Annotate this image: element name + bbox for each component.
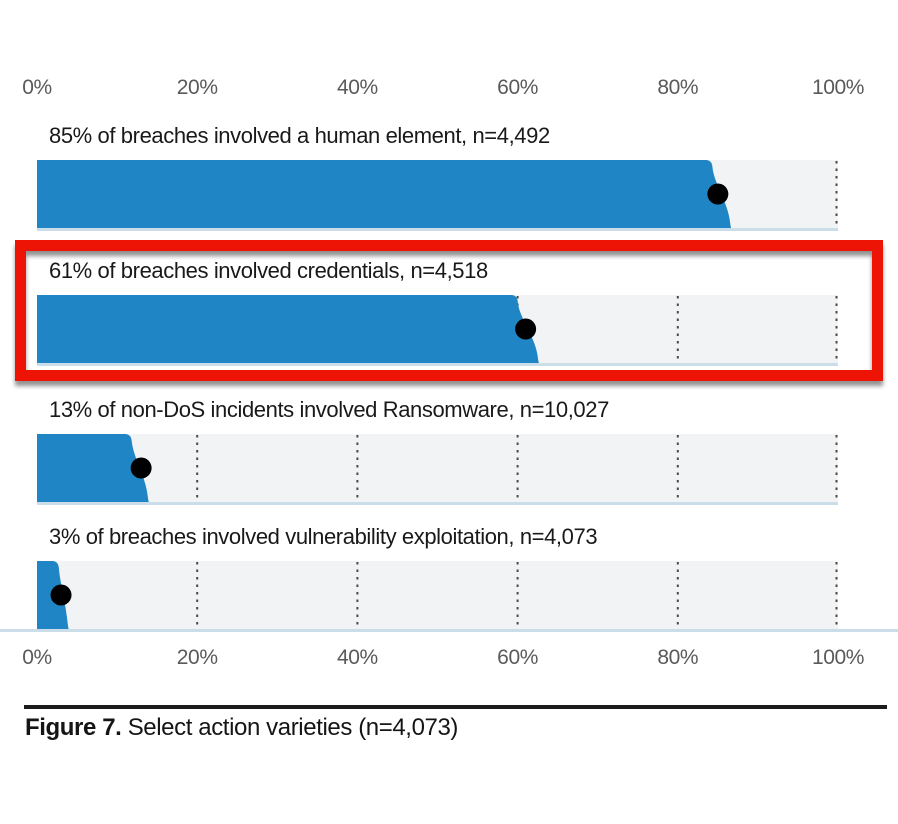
axis-tick-label: 0% xyxy=(22,646,52,669)
bar-section: 13% of non-DoS incidents involved Ransom… xyxy=(0,397,898,507)
bar-label: 13% of non-DoS incidents involved Ransom… xyxy=(49,397,609,422)
figure-caption: Figure 7. Select action varieties (n=4,0… xyxy=(25,714,458,742)
highlight-annotation-box xyxy=(15,240,883,381)
axis-tick-label: 40% xyxy=(336,76,378,99)
figure-caption-text: Select action varieties (n=4,073) xyxy=(121,714,459,741)
axis-tick-label: 60% xyxy=(497,646,539,669)
axis-tick-label: 100% xyxy=(811,646,865,669)
bar-track xyxy=(37,434,838,505)
bar-shape xyxy=(37,295,539,363)
x-axis-baseline xyxy=(0,629,898,632)
axis-tick-label: 0% xyxy=(22,76,52,99)
bar-label: 61% of breaches involved credentials, n=… xyxy=(49,258,488,283)
bar-section: 3% of breaches involved vulnerability ex… xyxy=(0,524,898,634)
bar-section: 85% of breaches involved a human element… xyxy=(0,123,898,233)
caption-divider xyxy=(24,705,887,709)
figure-caption-prefix: Figure 7. xyxy=(25,714,122,741)
axis-tick-label: 20% xyxy=(176,76,218,99)
point-estimate-dot xyxy=(515,318,537,340)
point-estimate-dot xyxy=(130,457,152,479)
bar-shape xyxy=(37,160,732,228)
point-estimate-dot xyxy=(50,584,72,606)
bottom-axis: 0% 20% 40% 60% 80% 100% xyxy=(0,646,898,672)
axis-tick-label: 80% xyxy=(657,76,699,99)
top-axis: 0% 20% 40% 60% 80% 100% xyxy=(0,76,898,102)
bar-shape xyxy=(37,434,149,502)
bar-section: 61% of breaches involved credentials, n=… xyxy=(0,258,898,368)
bar-label: 85% of breaches involved a human element… xyxy=(49,123,550,148)
point-estimate-dot xyxy=(707,183,729,205)
axis-tick-label: 80% xyxy=(657,646,699,669)
axis-tick-label: 40% xyxy=(336,646,378,669)
axis-tick-label: 100% xyxy=(811,76,865,99)
bar-track xyxy=(37,160,838,231)
axis-tick-label: 20% xyxy=(176,646,218,669)
bar-label: 3% of breaches involved vulnerability ex… xyxy=(49,524,598,549)
bar-track xyxy=(37,295,838,366)
axis-tick-label: 60% xyxy=(497,76,539,99)
bar-track xyxy=(37,561,838,632)
